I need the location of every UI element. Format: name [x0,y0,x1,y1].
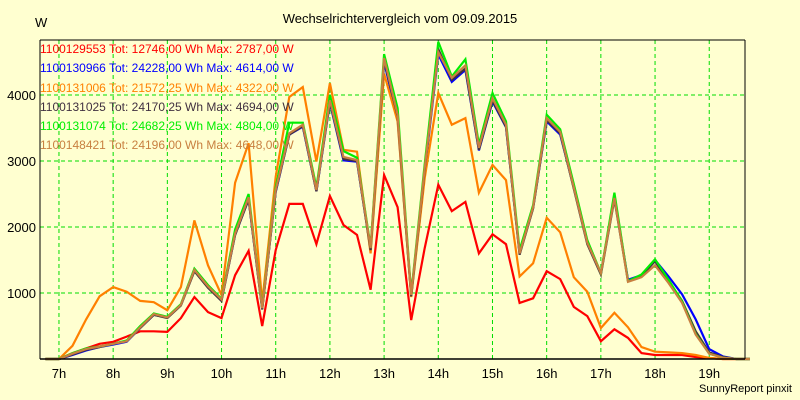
legend: 1100129553 Tot: 12746,00 Wh Max: 2787,00… [40,40,294,156]
x-tick-label: 9h [160,366,174,381]
series-line-1100148421 [45,48,750,361]
x-tick-label: 15h [482,366,504,381]
footer-credit: SunnyReport pinxit [699,383,792,395]
x-tick-label: 18h [644,366,666,381]
x-tick-label: 14h [427,366,449,381]
legend-entry-1100131074: 1100131074 Tot: 24682,25 Wh Max: 4804,00… [40,119,294,134]
series-lines [45,41,750,361]
chart-title: Wechselrichtervergleich vom 09.09.2015 [282,11,518,26]
legend-entry-1100131006: 1100131006 Tot: 21572,25 Wh Max: 4322,00… [40,80,294,95]
x-tick-label: 19h [698,366,720,381]
x-tick-label: 16h [536,366,558,381]
x-tick-label: 8h [106,366,120,381]
x-tick-label: 17h [590,366,612,381]
x-tick-label: 13h [373,366,395,381]
legend-entry-1100148421: 1100148421 Tot: 24196,00 Wh Max: 4648,00… [40,138,294,153]
y-tick-label: 1000 [7,286,36,301]
x-tick-label: 7h [52,366,66,381]
x-tick-label: 10h [211,366,233,381]
y-tick-label: 4000 [7,88,36,103]
x-tick-label: 12h [319,366,341,381]
axes [39,39,746,360]
series-line-1100129553 [45,170,750,361]
x-tick-label: 11h [265,366,286,381]
legend-entry-1100130966: 1100130966 Tot: 24228,00 Wh Max: 4614,00… [40,61,294,76]
legend-entry-1100131025: 1100131025 Tot: 24170,25 Wh Max: 4694,00… [40,99,294,114]
legend-entry-1100129553: 1100129553 Tot: 12746,00 Wh Max: 2787,00… [40,42,294,56]
y-tick-label: 2000 [7,220,36,235]
tick-labels: 7h 8h 9h 10h 11h 12h 13h 14h 15h 16h 17h 18h 19h 1000… [7,88,720,381]
y-tick-label: 3000 [7,154,36,169]
y-axis-unit: W [35,15,48,30]
